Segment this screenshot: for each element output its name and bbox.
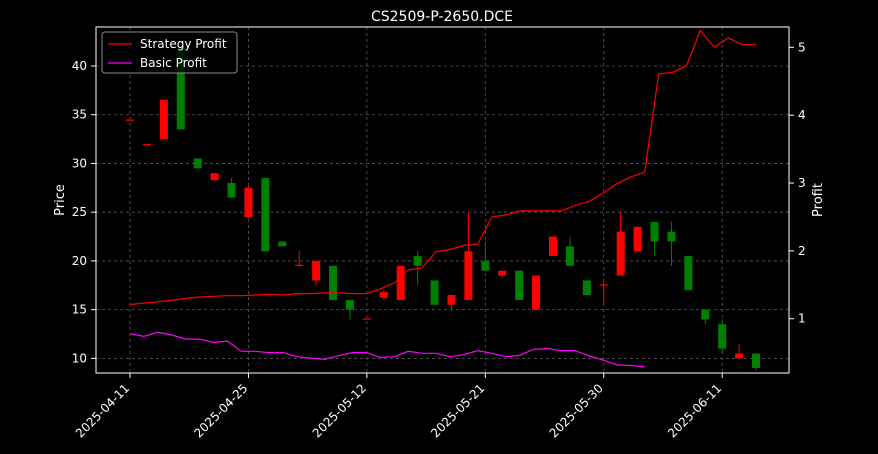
candle-body	[227, 182, 236, 198]
y-right-tick-label: 1	[798, 312, 806, 326]
y-axis-label-right: Profit	[811, 183, 826, 217]
candle-body	[379, 292, 388, 298]
legend-label: Strategy Profit	[140, 37, 227, 51]
candle-body	[464, 251, 473, 300]
basic-profit-line	[129, 331, 645, 368]
y-tick-label: 20	[72, 254, 87, 268]
candle-body	[261, 178, 270, 252]
candle-body	[126, 119, 134, 121]
candle-body	[430, 280, 439, 305]
candle-body	[565, 246, 574, 266]
y-tick-label: 15	[72, 303, 87, 317]
plot-frame	[95, 26, 790, 374]
candle-body	[396, 265, 405, 300]
candle-body	[210, 173, 219, 181]
y-right-tick-label: 4	[798, 108, 806, 122]
legend: Strategy Profit Basic Profit	[101, 31, 238, 74]
candle-body	[616, 231, 625, 276]
candle-body	[650, 221, 659, 242]
candle-body	[329, 265, 338, 300]
candle-body	[684, 256, 693, 291]
y-axis-label: Price	[53, 184, 68, 216]
y-tick-label: 40	[72, 59, 87, 73]
candle-body	[481, 260, 490, 271]
candle-body	[312, 260, 321, 281]
candle-body	[142, 143, 151, 146]
candle-body	[345, 299, 354, 310]
candle-body	[498, 270, 507, 276]
candle-body	[752, 353, 761, 369]
candle-body	[193, 158, 202, 169]
legend-box	[101, 31, 238, 74]
candle-body	[633, 226, 642, 252]
candle-body	[532, 275, 541, 310]
candle-body	[515, 270, 524, 300]
candle-body	[413, 256, 422, 266]
candle-body	[701, 309, 710, 320]
candle-body	[295, 264, 304, 267]
line-layer	[129, 29, 756, 368]
y-tick-label: 35	[72, 108, 87, 122]
grid-layer	[96, 27, 789, 373]
candle-body	[599, 284, 608, 286]
chart-title: CS2509-P-2650.DCE	[371, 9, 513, 25]
candle-body	[278, 241, 287, 247]
candle-body	[582, 280, 591, 296]
y-tick-label: 10	[72, 351, 87, 365]
y-tick-label: 25	[72, 205, 87, 219]
candle-layer	[126, 46, 761, 371]
candle-body	[362, 318, 371, 320]
candle-body	[447, 295, 456, 305]
candle-body	[176, 46, 185, 130]
candle-body	[549, 236, 557, 257]
candle-body	[244, 187, 253, 218]
strategy-profit-line	[129, 29, 756, 306]
candle-body	[718, 324, 727, 349]
candle-body	[667, 231, 676, 242]
candle-body	[159, 100, 168, 140]
candle-body	[735, 353, 744, 359]
y-right-tick-label: 5	[798, 40, 806, 54]
legend-label: Basic Profit	[140, 56, 207, 70]
y-right-tick-label: 2	[798, 244, 806, 258]
y-right-tick-label: 3	[798, 176, 806, 190]
y-tick-label: 30	[72, 156, 87, 170]
